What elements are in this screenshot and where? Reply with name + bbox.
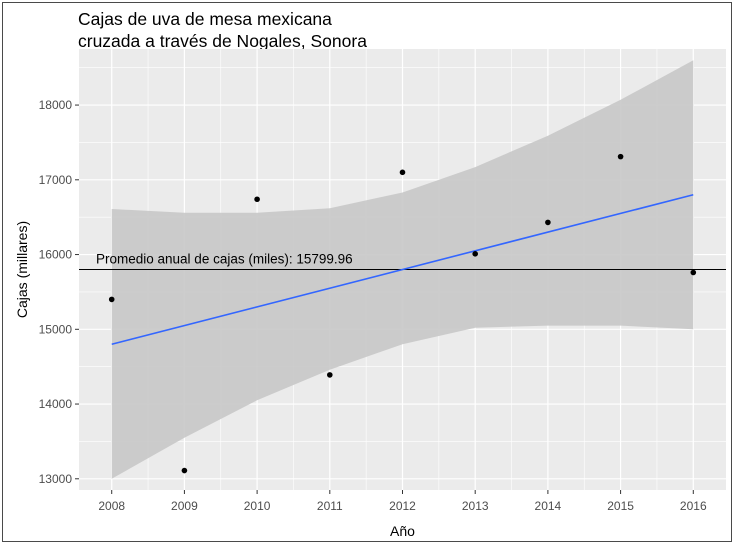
y-axis-title: Cajas (millares) (14, 221, 30, 318)
y-tick-label: 15000 (39, 322, 73, 336)
chart-title-line-2: cruzada a través de Nogales, Sonora (78, 31, 367, 51)
x-axis-title: Año (390, 523, 415, 539)
x-tick-label: 2014 (535, 499, 562, 513)
x-tick-label: 2012 (389, 499, 416, 513)
y-tick-label: 18000 (39, 98, 73, 112)
mean-annotation: Promedio anual de cajas (miles): 15799.9… (96, 252, 353, 267)
data-point (254, 196, 260, 203)
x-tick-label: 2015 (607, 499, 634, 513)
x-tick-label: 2011 (317, 499, 343, 513)
x-tick-label: 2010 (244, 499, 271, 513)
data-point (108, 296, 115, 303)
data-points (108, 153, 697, 474)
y-tick-label: 14000 (39, 397, 73, 411)
chart-title: Cajas de uva de mesa mexicana cruzada a … (78, 8, 367, 52)
trend-line (111, 193, 694, 346)
y-axis-ticks: 13000 14000 15000 16000 17000 18000 (39, 98, 79, 486)
data-point (472, 251, 478, 257)
y-tick-label: 17000 (39, 173, 73, 187)
y-tick-label: 16000 (39, 248, 73, 262)
x-tick-label: 2008 (98, 499, 125, 513)
data-point (327, 372, 333, 378)
x-tick-label: 2013 (462, 499, 489, 513)
x-tick-label: 2016 (680, 499, 707, 513)
data-point (399, 169, 406, 176)
x-axis-ticks: 2008 2009 2010 2011 2012 2013 2014 2015 2016 (98, 490, 707, 513)
data-point (690, 269, 697, 276)
y-tick-label: 13000 (39, 472, 73, 486)
x-tick-label: 2009 (171, 499, 198, 513)
chart-title-line-1: Cajas de uva de mesa mexicana (78, 9, 332, 29)
data-point (181, 467, 188, 474)
data-point (545, 219, 551, 226)
data-point (617, 153, 624, 160)
